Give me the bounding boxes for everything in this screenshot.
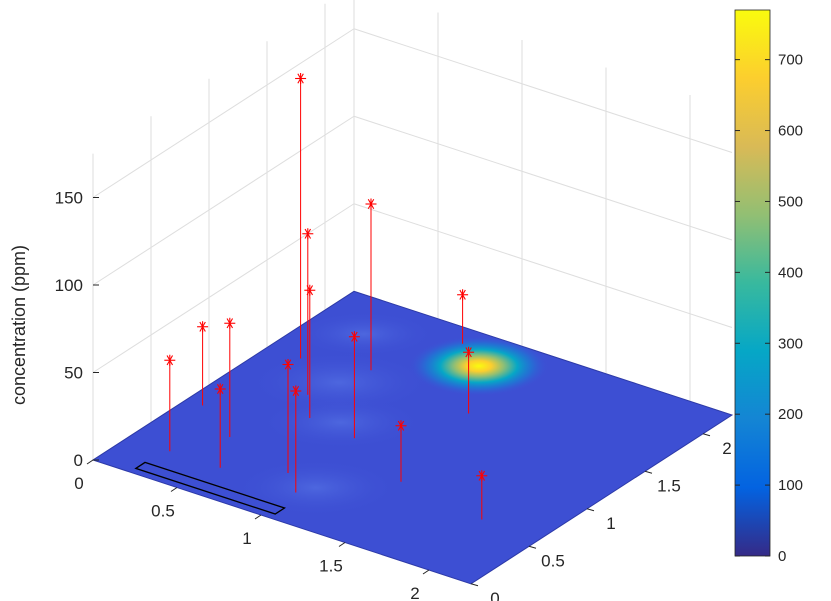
x-tick-label: 0 [74, 474, 83, 493]
stem-marker [282, 359, 294, 370]
colorbar-tick-label: 700 [778, 52, 803, 69]
stem-marker [290, 385, 302, 397]
gridline-z [353, 28, 733, 153]
stem-marker [476, 470, 488, 482]
stem-marker [197, 321, 209, 333]
z-tick-label: 50 [64, 364, 83, 383]
colorbar-tick-label: 300 [778, 335, 803, 352]
colorbar: 0 100 200 300 400 500 600 700 [734, 9, 803, 565]
surface-shading [235, 459, 396, 516]
z-axis-label: concentration (ppm) [9, 245, 29, 405]
stem-marker [304, 284, 316, 296]
x-tick-label: 1 [242, 529, 251, 548]
y-tick-label: 2 [722, 439, 731, 458]
colorbar-gradient [734, 9, 771, 557]
y-tick-label: 0 [490, 589, 499, 601]
stem-marker [365, 198, 377, 210]
concentration-surface [91, 290, 734, 585]
obstacle-rect [134, 461, 286, 515]
stem-marker [457, 289, 469, 301]
stem-marker [348, 331, 360, 343]
z-tick-label: 0 [74, 451, 83, 470]
y-tick-label: 1 [606, 514, 615, 533]
surface-shading [249, 352, 430, 413]
colorbar-tick-label: 0 [778, 548, 786, 565]
surface-shading [293, 312, 434, 356]
stem-marker [463, 346, 475, 358]
colorbar-tick-label: 500 [778, 193, 803, 210]
stem-marker [214, 383, 226, 395]
gridline-z [353, 115, 733, 241]
stem-markers [164, 73, 488, 520]
stem-marker [302, 228, 314, 240]
obstacle-outline [134, 461, 286, 515]
z-tick-label: 100 [55, 276, 83, 295]
colorbar-ticks: 0 100 200 300 400 500 600 700 [735, 52, 803, 565]
stem-marker [295, 73, 307, 84]
colorbar-tick-label: 600 [778, 123, 803, 140]
stem-marker [164, 354, 176, 366]
gridline-z [353, 203, 733, 328]
z-tick-label: 150 [55, 189, 83, 208]
gridline-z [92, 28, 355, 198]
x-tick-label: 2 [410, 584, 419, 601]
x-tick-label: 1.5 [319, 557, 343, 576]
colorbar-tick-label: 100 [778, 477, 803, 494]
colorbar-tick-label: 400 [778, 264, 803, 281]
colorbar-tick-label: 200 [778, 406, 803, 423]
surface-peak [408, 336, 549, 396]
stem-marker [224, 317, 236, 329]
y-tick-label: 1.5 [657, 476, 681, 495]
gridline-z [92, 115, 355, 286]
axis-ticks: 0 0.5 1 1.5 2 0 0.5 1 1.5 2 0 50 100 150 [55, 189, 732, 601]
back-gridlines [92, 0, 733, 461]
y-tick-label: 0.5 [541, 551, 565, 570]
stem-marker [395, 420, 407, 432]
gridline-z [92, 203, 355, 373]
x-tick-label: 0.5 [151, 502, 175, 521]
surface-shading [260, 396, 421, 449]
